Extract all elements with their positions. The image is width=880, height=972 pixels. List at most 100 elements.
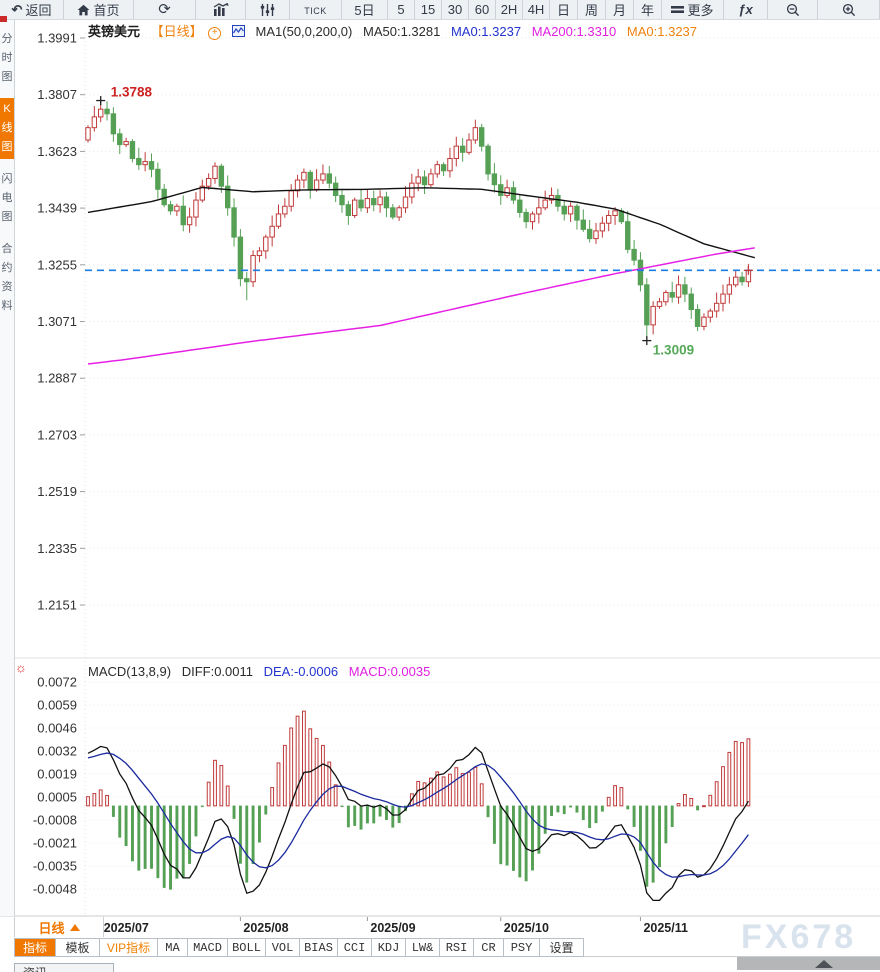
interval-15m[interactable]: 15 <box>415 0 442 19</box>
ma-lines <box>87 186 755 365</box>
svg-text:1.3623: 1.3623 <box>37 144 77 159</box>
macd-lines <box>87 745 749 902</box>
period-selector[interactable]: 日线 <box>14 917 104 937</box>
back-button[interactable]: ↶ 返回 <box>0 0 64 19</box>
ma-params: MA1(50,0,200,0) <box>255 24 353 39</box>
tab-MACD[interactable]: MACD <box>188 938 228 957</box>
svg-text:2025/10: 2025/10 <box>504 921 549 935</box>
svg-text:0.0005: 0.0005 <box>37 790 77 805</box>
tab-news-partial[interactable]: 资讯 <box>14 963 114 972</box>
svg-text:-0.0048: -0.0048 <box>33 882 77 897</box>
svg-text:1.3788: 1.3788 <box>111 85 153 100</box>
sidebar-item-contract-info[interactable]: 合约资料 <box>1 243 13 312</box>
refresh-icon: ⟳ <box>158 1 171 18</box>
macd-dea-value: DEA:-0.0006 <box>263 664 339 679</box>
macd-diff-line <box>87 745 749 902</box>
svg-text:1.3255: 1.3255 <box>37 257 77 272</box>
tab-RSI[interactable]: RSI <box>440 938 474 957</box>
tab-指标[interactable]: 指标 <box>14 938 56 957</box>
ma0-blue-value: MA0:1.3237 <box>450 24 522 39</box>
svg-text:0.0072: 0.0072 <box>37 675 77 690</box>
interval-5d-label: 5日 <box>354 3 375 18</box>
svg-text:2025/11: 2025/11 <box>643 921 688 935</box>
macd-hist-value: MACD:0.0035 <box>348 664 431 679</box>
interval-60m[interactable]: 60 <box>469 0 496 19</box>
svg-text:1.2335: 1.2335 <box>37 541 77 556</box>
interval-5m[interactable]: 5 <box>388 0 415 19</box>
interval-2h-label: 2H <box>500 2 518 17</box>
svg-text:1.3009: 1.3009 <box>653 343 694 358</box>
tab-PSY[interactable]: PSY <box>504 938 540 957</box>
interval-tick[interactable]: tick <box>290 0 342 19</box>
watermark: FX678 <box>741 918 857 956</box>
svg-text:1.3071: 1.3071 <box>37 314 77 329</box>
interval-year-label: 年 <box>640 3 654 18</box>
svg-text:1.2887: 1.2887 <box>37 371 77 386</box>
svg-text:-0.0021: -0.0021 <box>33 836 77 851</box>
macd-dea-line <box>87 752 749 878</box>
indicator-settings-icon[interactable]: ☼ <box>15 660 27 675</box>
interval-5d[interactable]: 5日 <box>342 0 388 19</box>
home-button[interactable]: 首页 <box>64 0 134 19</box>
svg-text:1.2151: 1.2151 <box>37 598 77 613</box>
tab-BOLL[interactable]: BOLL <box>228 938 266 957</box>
svg-text:2025/08: 2025/08 <box>243 921 288 935</box>
macd-legend: MACD(13,8,9) DIFF:0.0011 DEA:-0.0006 MAC… <box>88 664 437 679</box>
chart-type-button[interactable] <box>196 0 246 19</box>
zoom-in-button[interactable] <box>818 0 880 19</box>
expand-handle[interactable] <box>737 957 880 970</box>
more-button[interactable]: 更多 <box>662 0 724 19</box>
tab-VOL[interactable]: VOL <box>266 938 300 957</box>
zoom-out-button[interactable] <box>768 0 818 19</box>
tab-VIP指标[interactable]: VIP指标 <box>100 938 158 957</box>
interval-week-label: 周 <box>584 3 598 18</box>
tab-MA[interactable]: MA <box>158 938 188 957</box>
home-button-label: 首页 <box>93 3 120 18</box>
tab-CR[interactable]: CR <box>474 938 504 957</box>
indicator-button[interactable] <box>246 0 290 19</box>
svg-text:1.2519: 1.2519 <box>37 484 77 499</box>
tab-设置[interactable]: 设置 <box>540 938 584 957</box>
tab-KDJ[interactable]: KDJ <box>372 938 406 957</box>
interval-day-label: 日 <box>556 3 570 18</box>
grid-layer: 1.3991 1.3807 1.3623 1.3439 1.3255 1.3071 1.28… <box>0 31 880 917</box>
refresh-button[interactable]: ⟳ <box>134 0 196 19</box>
svg-text:0.0019: 0.0019 <box>37 767 77 782</box>
interval-month[interactable]: 月 <box>606 0 634 19</box>
svg-text:1.3807: 1.3807 <box>37 87 77 102</box>
period-selector-label: 日线 <box>38 920 65 936</box>
ma-chart-icon[interactable] <box>231 25 245 40</box>
svg-text:2025/09: 2025/09 <box>370 921 415 935</box>
tab-BIAS[interactable]: BIAS <box>300 938 338 957</box>
ma50-value: MA50:1.3281 <box>363 24 441 39</box>
interval-4h[interactable]: 4H <box>523 0 550 19</box>
tab-CCI[interactable]: CCI <box>338 938 372 957</box>
tab-模板[interactable]: 模板 <box>56 938 100 957</box>
add-indicator-icon[interactable]: + <box>208 27 222 40</box>
more-button-label: 更多 <box>687 3 714 18</box>
interval-week[interactable]: 周 <box>578 0 606 19</box>
divider <box>580 956 880 957</box>
bar-chart-icon <box>213 3 229 16</box>
indicator-tab-bar: 指标 模板 VIP指标 MA MACD BOLL VOL BIAS CCI KDJ LW& RSI CR… <box>14 938 584 957</box>
interval-30m[interactable]: 30 <box>442 0 469 19</box>
sidebar-item-time-chart[interactable]: 分时图 <box>1 33 13 83</box>
interval-year[interactable]: 年 <box>634 0 662 19</box>
interval-2h[interactable]: 2H <box>496 0 523 19</box>
interval-tick-label: tick <box>304 2 327 17</box>
back-icon: ↶ <box>11 2 23 17</box>
sliders-icon <box>260 3 275 16</box>
formula-button[interactable]: ƒx <box>724 0 768 19</box>
macd-histogram <box>86 710 751 890</box>
interval-4h-label: 4H <box>527 2 545 17</box>
svg-text:1.2703: 1.2703 <box>37 427 77 442</box>
tab-news-label: 资讯 <box>23 966 47 972</box>
tab-LW&[interactable]: LW& <box>406 938 440 957</box>
interval-day[interactable]: 日 <box>550 0 578 19</box>
interval-60m-label: 60 <box>474 2 490 17</box>
sidebar-item-lightning-chart[interactable]: 闪电图 <box>1 173 13 223</box>
